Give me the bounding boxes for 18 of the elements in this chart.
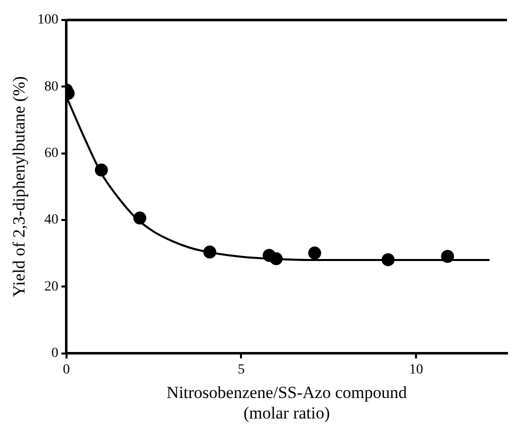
x-tick-label: 0 bbox=[62, 362, 70, 378]
y-tick-label: 20 bbox=[44, 279, 58, 294]
point bbox=[94, 164, 108, 177]
x-axis-title: Nitrosobenzene/SS-Azo compound (molar ratio) bbox=[166, 382, 408, 422]
y-tick-label: 80 bbox=[44, 79, 58, 94]
y-tick-label: 40 bbox=[44, 212, 58, 228]
point bbox=[203, 246, 216, 259]
y-tick-label: 100 bbox=[37, 12, 58, 28]
x-tick-label: 5 bbox=[238, 362, 245, 378]
y-tick-label: 0 bbox=[51, 346, 58, 362]
y-tick-label: 60 bbox=[44, 146, 58, 162]
x-tick-label: 10 bbox=[409, 362, 424, 378]
point bbox=[133, 212, 146, 225]
point bbox=[270, 252, 283, 266]
point bbox=[308, 246, 322, 260]
point bbox=[382, 253, 395, 266]
y-axis-title: Yield of 2,3-diphenylbutane (%) bbox=[10, 76, 29, 298]
point bbox=[441, 250, 454, 263]
